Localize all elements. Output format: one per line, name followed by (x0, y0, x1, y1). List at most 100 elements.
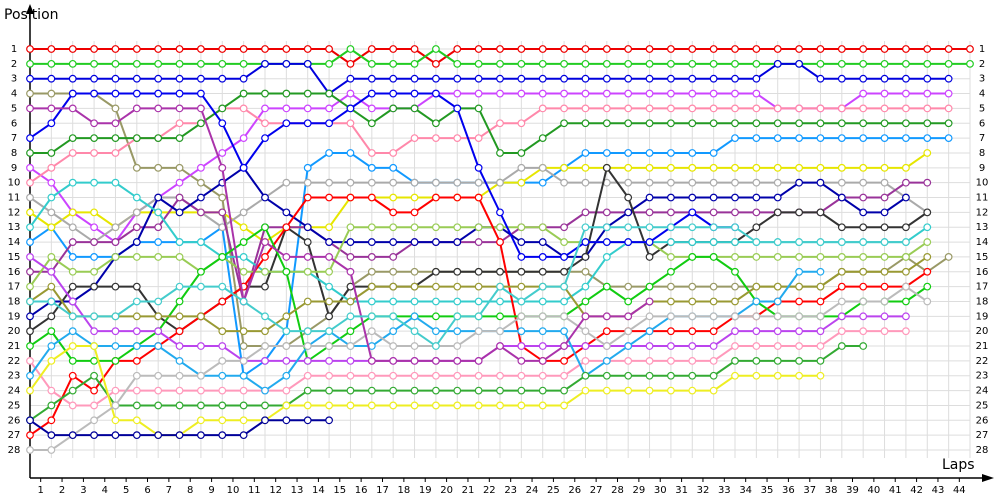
point (602, 342, 611, 350)
point (581, 45, 590, 53)
point (752, 45, 761, 53)
point (346, 267, 355, 276)
point (859, 59, 868, 68)
point (68, 253, 77, 261)
point (859, 89, 868, 98)
y-tick-label: 11 (8, 193, 21, 204)
point (154, 89, 163, 98)
point (667, 74, 675, 83)
point (923, 104, 932, 113)
point (261, 356, 269, 365)
point (709, 223, 718, 232)
point (645, 149, 654, 157)
point (346, 386, 355, 395)
point (261, 89, 269, 98)
point (880, 193, 889, 202)
point (795, 178, 803, 187)
y-tick-label: 28 (8, 445, 21, 456)
x-tick-label: 13 (291, 485, 304, 496)
point (175, 297, 184, 306)
point (902, 238, 910, 246)
series-lines (26, 45, 974, 454)
point (538, 253, 547, 261)
point (496, 401, 504, 410)
point (688, 297, 697, 306)
point (68, 297, 77, 306)
point (239, 416, 248, 425)
point (175, 431, 184, 440)
point (68, 342, 77, 350)
point (303, 45, 312, 53)
point (496, 342, 504, 350)
point (880, 282, 889, 291)
point (688, 342, 697, 350)
point (560, 119, 568, 128)
point (645, 282, 654, 291)
point (602, 282, 611, 291)
point (624, 386, 633, 395)
point (902, 74, 910, 83)
x-tick-label: 21 (462, 485, 475, 496)
point (731, 223, 739, 232)
point (47, 45, 56, 53)
point (624, 282, 633, 291)
point (175, 282, 184, 291)
point (261, 416, 269, 425)
point (197, 45, 205, 53)
point (132, 431, 141, 440)
point (795, 45, 803, 53)
point (367, 74, 376, 83)
x-axis-title: Laps (942, 457, 975, 473)
point (816, 134, 825, 143)
point (132, 193, 141, 202)
point (560, 282, 568, 291)
point (752, 104, 761, 113)
point (474, 178, 483, 187)
point (47, 59, 56, 68)
point (26, 297, 34, 306)
x-tick-label: 15 (333, 485, 346, 496)
point (538, 223, 547, 232)
point (346, 59, 355, 68)
point (90, 89, 98, 98)
point (837, 45, 846, 53)
point (602, 208, 611, 217)
point (453, 238, 462, 246)
point (367, 267, 376, 276)
point (837, 282, 846, 291)
point (816, 163, 825, 172)
y-tick-label-right: 10 (976, 178, 989, 189)
point (453, 178, 462, 187)
point (26, 416, 34, 425)
point (303, 356, 312, 365)
point (154, 371, 163, 380)
point (496, 238, 504, 246)
point (154, 208, 163, 217)
point (902, 267, 910, 276)
point (197, 89, 205, 98)
point (325, 193, 333, 202)
point (432, 342, 440, 350)
point (538, 342, 547, 350)
point (709, 356, 718, 365)
series-line (29, 345, 864, 422)
point (538, 312, 547, 321)
point (68, 208, 77, 217)
y-tick-label: 13 (8, 222, 21, 233)
y-tick-label: 7 (11, 133, 17, 144)
x-tick-label: 26 (568, 485, 581, 496)
point (923, 134, 932, 143)
point (795, 297, 803, 306)
point (602, 327, 611, 336)
point (560, 238, 568, 246)
point (837, 238, 846, 246)
point (474, 193, 483, 202)
point (239, 342, 248, 350)
point (731, 104, 739, 113)
point (261, 342, 269, 350)
point (132, 282, 141, 291)
point (303, 223, 312, 232)
point (560, 74, 568, 83)
point (517, 312, 526, 321)
point (132, 312, 141, 321)
